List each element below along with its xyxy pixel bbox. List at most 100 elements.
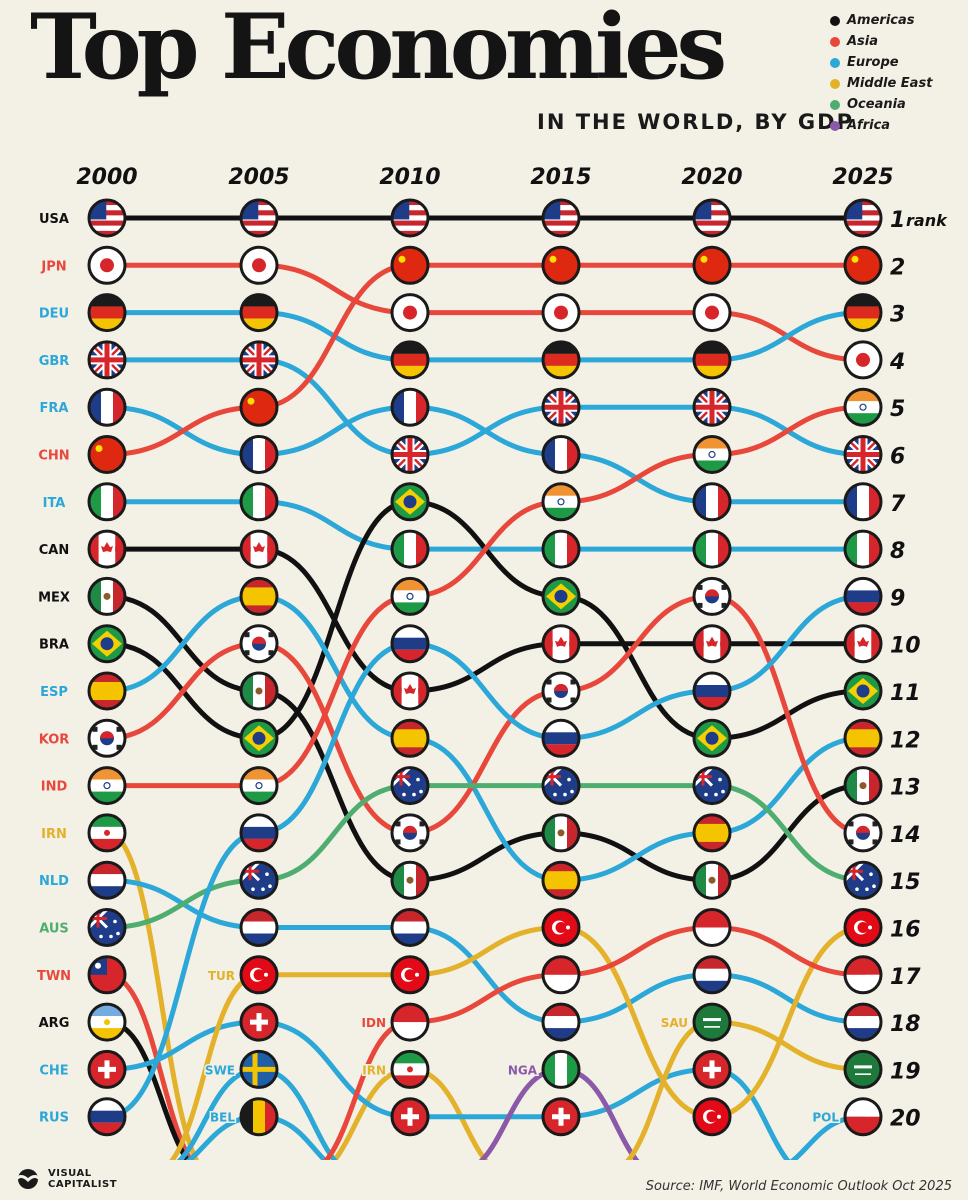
flag-usa-icon (390, 198, 430, 238)
flag-jpn-icon (541, 293, 581, 333)
entry-label: POL (812, 1111, 839, 1125)
flag-chn-icon (541, 245, 581, 285)
flag-esp-icon (390, 718, 430, 758)
rank-number: 5 (890, 397, 905, 422)
flag-idn-icon (843, 955, 883, 995)
brand-line2: CAPITALIST (48, 1179, 118, 1190)
legend-item: Middle East (830, 73, 932, 94)
chart-subtitle: IN THE WORLD, BY GDP (537, 110, 854, 134)
flag-ita-icon (239, 482, 279, 522)
flag-esp-icon (239, 576, 279, 616)
flag-sau-icon (692, 1002, 732, 1042)
flag-ind-icon (843, 387, 883, 427)
flag-ita-icon (843, 529, 883, 569)
country-label: GBR (39, 354, 70, 369)
flag-fra-icon (843, 482, 883, 522)
flag-nld-icon (541, 1002, 581, 1042)
country-label: DEU (39, 307, 69, 322)
legend-label: Oceania (847, 97, 906, 112)
legend-label: Asia (847, 34, 879, 49)
flag-kor-icon (541, 671, 581, 711)
flag-aus-icon (843, 860, 883, 900)
flag-usa-icon (239, 198, 279, 238)
entry-label: NGA (508, 1063, 538, 1077)
rank-number: 16 (890, 918, 921, 943)
country-label: JPN (40, 259, 66, 274)
country-label: MEX (38, 590, 70, 605)
flag-rus-icon (390, 624, 430, 664)
rank-number: 6 (890, 445, 905, 470)
country-label: IRN (41, 827, 67, 842)
flag-che-icon (87, 1049, 127, 1089)
flag-nld-icon (87, 860, 127, 900)
flag-can-icon (692, 624, 732, 664)
series-line-tur (169, 924, 866, 1160)
flag-chn-icon (692, 245, 732, 285)
flag-mex-icon (692, 860, 732, 900)
flag-esp-icon (87, 671, 127, 711)
rank-number: 12 (890, 728, 921, 753)
country-label: CAN (39, 543, 69, 558)
flag-mex-icon (390, 860, 430, 900)
year-label: 2010 (379, 165, 440, 190)
flag-fra-icon (692, 482, 732, 522)
flag-nld-icon (692, 955, 732, 995)
flag-che-icon (390, 1097, 430, 1137)
country-label: AUS (39, 922, 69, 937)
legend-swatch (830, 15, 840, 26)
year-label: 2020 (681, 165, 742, 190)
flag-usa-icon (541, 198, 581, 238)
flag-ind-icon (692, 435, 732, 474)
flag-gbr-icon (541, 387, 581, 427)
flag-che-icon (541, 1097, 581, 1137)
rank-number: 9 (890, 586, 905, 611)
flag-ind-icon (87, 766, 127, 806)
flag-mex-icon (843, 766, 883, 806)
flag-rus-icon (541, 718, 581, 758)
year-label: 2000 (76, 165, 137, 190)
flag-deu-icon (239, 293, 279, 333)
flag-ind-icon (239, 766, 279, 806)
flag-fra-icon (541, 435, 581, 474)
flag-sau-icon (843, 1049, 883, 1089)
flag-aus-icon (390, 766, 430, 806)
flag-ita-icon (541, 529, 581, 569)
flag-ind-icon (541, 482, 581, 522)
rank-number: 3 (890, 303, 905, 328)
legend-swatch (830, 78, 840, 89)
flag-che-icon (692, 1049, 732, 1089)
rank-number: 18 (890, 1012, 921, 1037)
flag-rus-icon (843, 576, 883, 616)
flag-ita-icon (390, 529, 430, 569)
legend-item: Oceania (830, 94, 932, 115)
rank-suffix: rank (906, 211, 948, 230)
flag-deu-icon (390, 340, 430, 380)
flag-jpn-icon (390, 293, 430, 333)
year-label: 2005 (228, 165, 289, 190)
flag-deu-icon (541, 340, 581, 380)
series-line-mex (104, 593, 866, 883)
brand-mark-icon (12, 1169, 44, 1189)
series-line-ita (104, 499, 866, 552)
flag-tur-icon (390, 955, 430, 995)
brand-logo: VISUAL CAPITALIST (12, 1168, 117, 1190)
flag-jpn-icon (843, 340, 883, 380)
flag-fra-icon (239, 435, 279, 474)
flag-bel-icon (239, 1097, 279, 1137)
series-line-esp (104, 593, 866, 883)
entry-label: TUR (208, 969, 235, 983)
series-line-sau (625, 1019, 866, 1160)
country-label: IND (41, 780, 68, 795)
flag-mex-icon (239, 671, 279, 711)
rank-number: 8 (890, 539, 905, 564)
flag-mex-icon (87, 576, 127, 616)
legend-label: Europe (847, 55, 899, 70)
flag-can-icon (843, 624, 883, 664)
flag-fra-icon (390, 387, 430, 427)
flag-gbr-icon (87, 340, 127, 380)
flag-deu-icon (843, 293, 883, 333)
flag-chn-icon (390, 245, 430, 285)
flag-tur-icon (692, 1097, 732, 1137)
flag-kor-icon (692, 576, 732, 616)
